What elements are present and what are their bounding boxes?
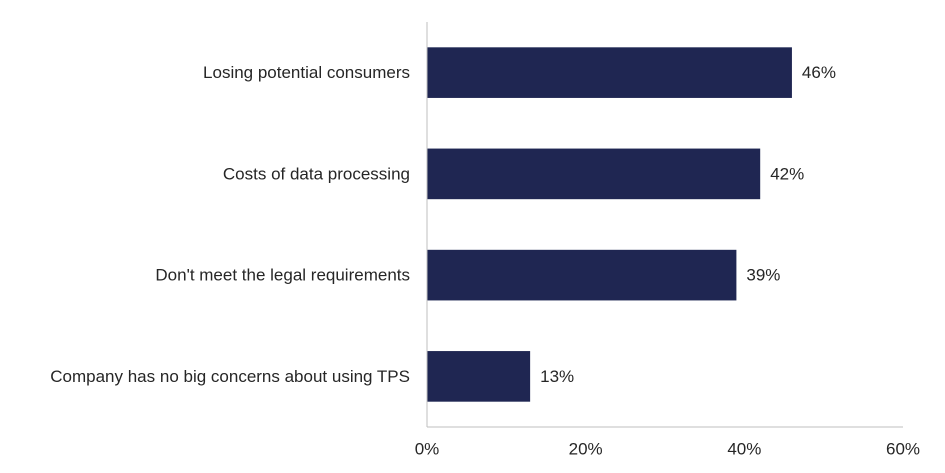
value-labels: 46% 42% 39% 13% [540, 63, 836, 386]
x-tick-labels: 0% 20% 40% 60% [415, 440, 920, 459]
value-label-2: 39% [746, 266, 780, 285]
category-label-0: Losing potential consumers [203, 63, 410, 82]
value-label-3: 13% [540, 367, 574, 386]
category-labels: Losing potential consumers Costs of data … [50, 63, 410, 386]
x-tick-label-2: 40% [727, 440, 761, 459]
bar-3 [427, 351, 531, 402]
bars-group [427, 47, 792, 402]
value-label-0: 46% [802, 63, 836, 82]
category-label-2: Don't meet the legal requirements [155, 266, 410, 285]
bar-2 [427, 249, 737, 301]
bar-1 [427, 148, 761, 200]
x-tick-label-0: 0% [415, 440, 440, 459]
category-label-1: Costs of data processing [223, 164, 410, 183]
value-label-1: 42% [770, 164, 804, 183]
bar-0 [427, 47, 792, 98]
category-label-3: Company has no big concerns about using … [50, 367, 410, 386]
x-tick-label-1: 20% [569, 440, 603, 459]
x-tick-label-3: 60% [886, 440, 920, 459]
